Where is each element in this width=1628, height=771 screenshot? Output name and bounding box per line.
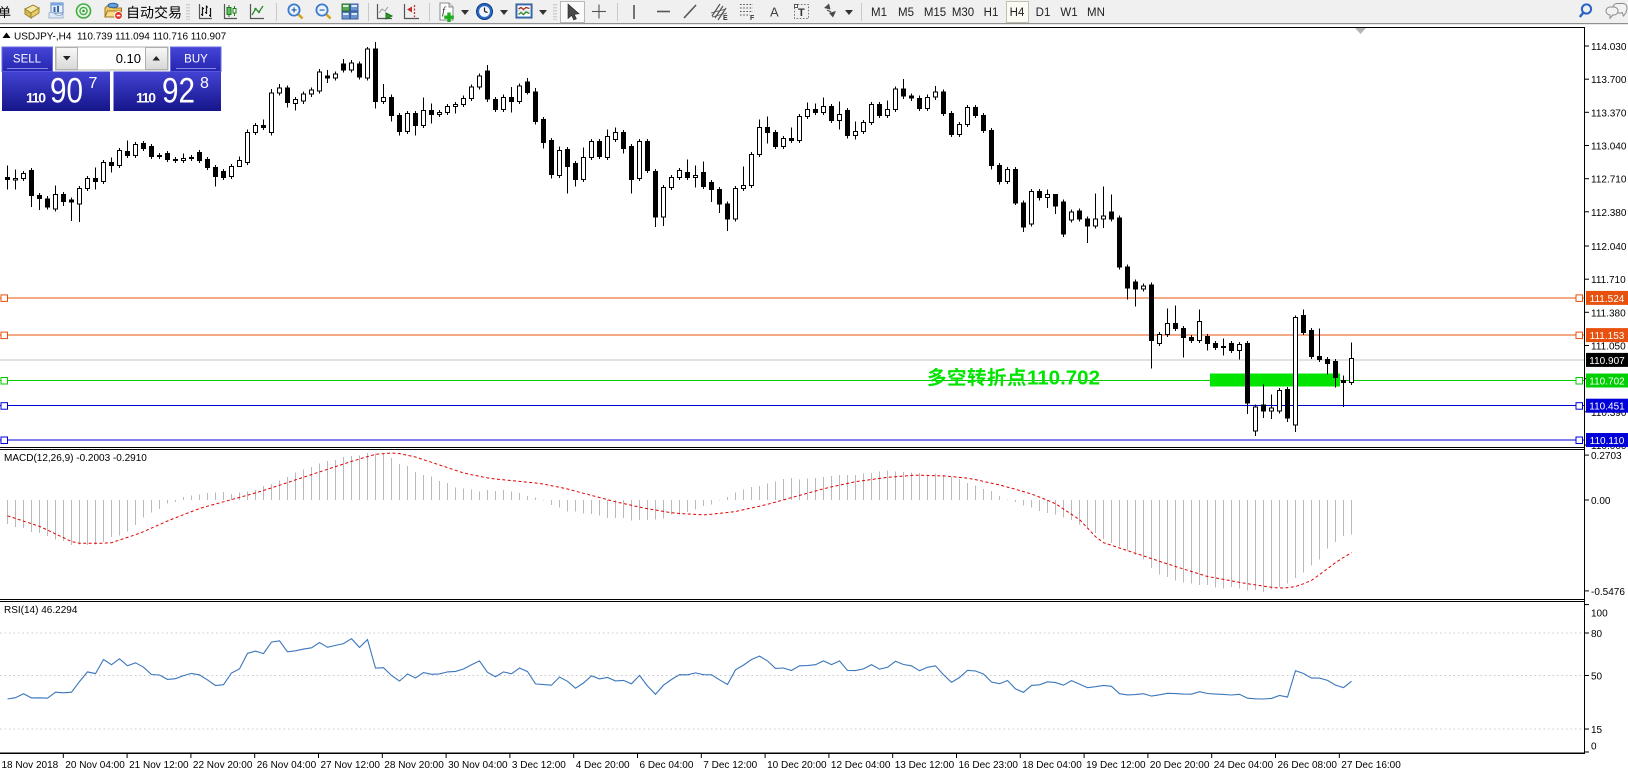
svg-text:110: 110 [26,90,46,106]
svg-text:90: 90 [50,72,83,111]
svg-text:12 Dec 04:00: 12 Dec 04:00 [831,760,891,771]
svg-text:H4: H4 [1010,7,1025,19]
svg-text:114.030: 114.030 [1591,42,1627,53]
svg-text:SELL: SELL [13,54,42,66]
svg-text:0.10: 0.10 [116,51,141,66]
svg-text:16 Dec 23:00: 16 Dec 23:00 [959,760,1019,771]
svg-text:−: − [319,6,325,17]
svg-text:111.380: 111.380 [1591,308,1626,319]
svg-text:110.702: 110.702 [1589,377,1625,388]
svg-text:28 Nov 20:00: 28 Nov 20:00 [384,760,444,771]
svg-text:24 Dec 04:00: 24 Dec 04:00 [1214,760,1274,771]
svg-text:USDJPY-,H4 110.739 111.094 11: USDJPY-,H4 110.739 111.094 110.716 110.9… [14,32,227,43]
svg-text:111.710: 111.710 [1591,275,1626,286]
svg-text:7 Dec 12:00: 7 Dec 12:00 [703,760,757,771]
svg-text:111.153: 111.153 [1590,331,1625,342]
svg-text:92: 92 [162,72,195,111]
svg-text:20 Nov 04:00: 20 Nov 04:00 [65,760,125,771]
svg-text:21 Nov 12:00: 21 Nov 12:00 [129,760,189,771]
svg-text:T: T [798,7,805,19]
svg-text:6 Dec 04:00: 6 Dec 04:00 [640,760,694,771]
svg-text:110.907: 110.907 [1589,356,1625,367]
svg-text:110: 110 [136,90,156,106]
svg-text:18 Nov 2018: 18 Nov 2018 [2,760,59,771]
svg-text:3 Dec 12:00: 3 Dec 12:00 [512,760,566,771]
svg-text:M15: M15 [924,7,946,19]
svg-text:0.00: 0.00 [1591,496,1611,507]
svg-text:M5: M5 [898,7,914,19]
svg-text:BUY: BUY [184,54,208,66]
svg-text:111.524: 111.524 [1590,294,1625,305]
svg-text:MN: MN [1087,7,1105,19]
svg-text:+: + [291,6,297,17]
svg-text:27 Nov 12:00: 27 Nov 12:00 [321,760,381,771]
svg-text:112.380: 112.380 [1591,208,1627,219]
svg-text:113.370: 113.370 [1591,108,1627,119]
svg-text:W1: W1 [1060,7,1077,19]
svg-text:26 Dec 08:00: 26 Dec 08:00 [1278,760,1338,771]
svg-text:112.710: 112.710 [1591,175,1627,186]
svg-text:111.050: 111.050 [1591,342,1626,353]
svg-text:110.390: 110.390 [1591,408,1627,419]
svg-text:19 Dec 12:00: 19 Dec 12:00 [1086,760,1146,771]
svg-text:f: f [442,5,447,17]
svg-text:50: 50 [1591,672,1603,683]
svg-text:-0.5476: -0.5476 [1591,587,1625,598]
svg-text:10 Dec 20:00: 10 Dec 20:00 [767,760,827,771]
svg-text:4 Dec 20:00: 4 Dec 20:00 [576,760,630,771]
svg-text:0: 0 [1591,742,1597,753]
svg-text:F: F [750,15,755,22]
svg-text:110.110: 110.110 [1590,436,1625,447]
svg-text:113.040: 113.040 [1591,142,1627,153]
svg-text:80: 80 [1591,629,1603,640]
svg-text:0.2703: 0.2703 [1591,451,1622,462]
svg-text:MACD(12,26,9) -0.2003 -0.2910: MACD(12,26,9) -0.2003 -0.2910 [4,453,147,464]
svg-text:A: A [770,5,779,20]
svg-text:7: 7 [89,75,98,92]
svg-text:20 Dec 20:00: 20 Dec 20:00 [1150,760,1210,771]
svg-text:15: 15 [1591,725,1603,736]
svg-text:30 Nov 04:00: 30 Nov 04:00 [448,760,508,771]
svg-text:100: 100 [1591,609,1608,620]
svg-text:13 Dec 12:00: 13 Dec 12:00 [895,760,955,771]
svg-text:22 Nov 20:00: 22 Nov 20:00 [193,760,253,771]
svg-text:26 Nov 04:00: 26 Nov 04:00 [257,760,317,771]
svg-text:27 Dec 16:00: 27 Dec 16:00 [1341,760,1401,771]
svg-text:M1: M1 [871,7,887,19]
svg-text:RSI(14) 46.2294: RSI(14) 46.2294 [4,605,78,616]
svg-text:E: E [723,15,728,22]
svg-text:8: 8 [200,75,209,92]
svg-text:D1: D1 [1036,7,1051,19]
svg-text:110.702: 110.702 [1027,367,1100,390]
svg-text:110.451: 110.451 [1589,402,1625,413]
svg-text:H1: H1 [984,7,999,19]
svg-text:113.700: 113.700 [1591,75,1627,86]
svg-text:112.040: 112.040 [1591,242,1627,253]
svg-text:18 Dec 04:00: 18 Dec 04:00 [1022,760,1082,771]
svg-text:M30: M30 [952,7,974,19]
